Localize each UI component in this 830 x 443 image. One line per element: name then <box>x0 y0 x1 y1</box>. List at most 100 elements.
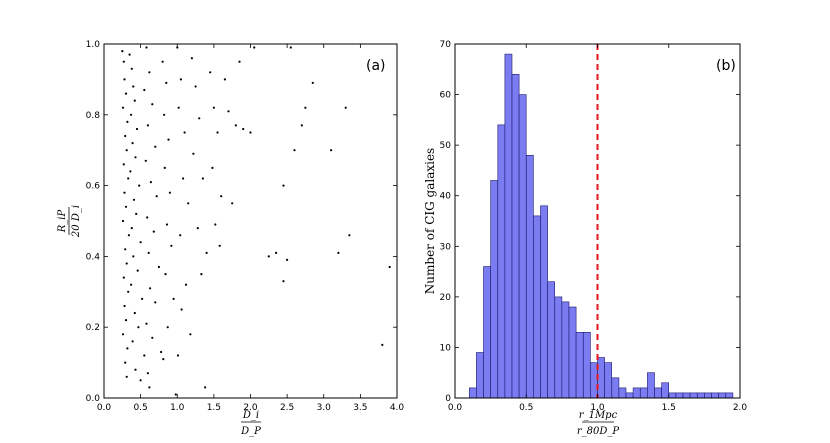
histogram-y-tick-label: 40 <box>440 192 452 202</box>
histogram-bar <box>476 352 484 399</box>
scatter-point <box>168 191 171 194</box>
scatter-point <box>147 251 150 254</box>
scatter-point <box>163 113 166 116</box>
histogram-bar <box>525 155 534 399</box>
scatter-point <box>160 350 163 354</box>
scatter-point <box>189 333 192 336</box>
scatter-point <box>148 71 151 74</box>
scatter-point <box>121 333 125 336</box>
scatter-point <box>304 106 307 109</box>
scatter-point <box>151 103 154 106</box>
scatter-point <box>125 262 128 265</box>
scatter-x-tick-label: 1.0 <box>170 403 185 413</box>
histogram-bar <box>590 362 598 399</box>
scatter-point <box>388 265 391 269</box>
scatter-point <box>187 202 190 205</box>
scatter-point <box>170 244 173 247</box>
scatter-point <box>121 219 125 223</box>
histogram-bar <box>682 392 691 399</box>
scatter-point <box>137 326 140 329</box>
scatter-panel: 0.0 0.5 1.0 1.5 2.0 2.5 3.0 3.5 4.0 0.0 0.2 0.4 0.6… <box>57 40 404 437</box>
histogram-bar <box>568 306 577 399</box>
histogram-y-tick-label: 50 <box>440 141 452 151</box>
scatter-ylabel: R_iP 20 D_i <box>57 205 82 238</box>
scatter-point <box>238 60 241 63</box>
scatter-point <box>282 280 285 283</box>
scatter-point <box>166 326 169 329</box>
scatter-point <box>196 227 199 230</box>
histogram-y-tick-label: 10 <box>440 343 452 353</box>
histogram-xlabel-denominator: r_80D_P <box>577 426 620 437</box>
scatter-point <box>311 81 314 84</box>
scatter-point <box>127 234 130 237</box>
scatter-x-ticks: 0.0 0.5 1.0 1.5 2.0 2.5 3.0 3.5 4.0 <box>97 44 404 413</box>
scatter-point <box>209 71 212 74</box>
scatter-point <box>300 124 303 127</box>
scatter-point <box>133 311 136 315</box>
scatter-xlabel-numerator: D_i <box>242 410 259 421</box>
scatter-point <box>125 149 128 152</box>
histogram-bar <box>668 392 677 399</box>
scatter-point <box>123 304 126 308</box>
scatter-points <box>121 46 391 396</box>
panel-label-b: (b) <box>716 58 736 74</box>
histogram-bar <box>704 392 712 399</box>
scatter-y-tick-label: 0.6 <box>86 182 101 192</box>
scatter-point <box>337 251 340 254</box>
scatter-point <box>227 110 230 113</box>
histogram-ylabel: Number of CIG galaxies <box>423 148 437 294</box>
scatter-point <box>157 265 160 269</box>
scatter-point <box>330 149 333 152</box>
scatter-point <box>149 287 152 290</box>
scatter-point <box>344 106 347 109</box>
scatter-point <box>122 276 125 279</box>
scatter-point <box>135 127 139 131</box>
scatter-point <box>167 138 170 141</box>
scatter-point <box>190 57 193 60</box>
scatter-point <box>130 227 133 230</box>
panel-label-a: (a) <box>366 58 386 74</box>
scatter-point <box>126 347 129 350</box>
scatter-point <box>141 297 144 300</box>
histogram-bar <box>554 296 563 399</box>
histogram-bar <box>504 53 513 399</box>
scatter-point <box>124 319 128 322</box>
scatter-y-tick-label: 0.2 <box>86 323 100 333</box>
scatter-point <box>125 375 128 378</box>
histogram-y-tick-label: 30 <box>440 242 452 252</box>
scatter-y-tick-label: 0.4 <box>86 252 101 262</box>
scatter-point <box>293 149 296 152</box>
scatter-point <box>151 336 154 339</box>
scatter-point <box>130 283 133 286</box>
histogram-bar <box>611 377 620 399</box>
histogram-bar <box>632 387 641 399</box>
scatter-x-tick-label: 1.5 <box>207 403 221 413</box>
scatter-point <box>127 290 130 293</box>
scatter-xlabel-denominator: D_P <box>240 426 261 437</box>
histogram-bar <box>518 94 527 399</box>
scatter-point <box>204 386 207 389</box>
histogram-bar <box>468 387 477 399</box>
scatter-point <box>126 120 129 123</box>
scatter-point <box>242 127 245 131</box>
histogram-bar <box>654 387 662 399</box>
scatter-ylabel-denominator: 20 D_i <box>71 205 82 238</box>
histogram-bar <box>711 392 719 399</box>
scatter-point <box>267 255 270 258</box>
scatter-point <box>253 46 256 49</box>
scatter-point <box>121 106 125 109</box>
histogram-bar <box>696 392 705 399</box>
scatter-point <box>146 124 149 127</box>
scatter-point <box>249 131 252 134</box>
scatter-point <box>218 244 221 247</box>
histogram-y-tick-label: 20 <box>440 293 452 303</box>
histogram-bars <box>468 53 734 399</box>
histogram-bar <box>497 124 506 399</box>
scatter-point <box>130 67 133 70</box>
scatter-point <box>129 170 132 173</box>
histogram-y-tick-label: 70 <box>440 40 452 50</box>
scatter-point <box>381 343 384 346</box>
histogram-bar <box>639 387 648 399</box>
histogram-x-tick-label: 1.5 <box>662 403 676 413</box>
scatter-point <box>146 216 149 219</box>
